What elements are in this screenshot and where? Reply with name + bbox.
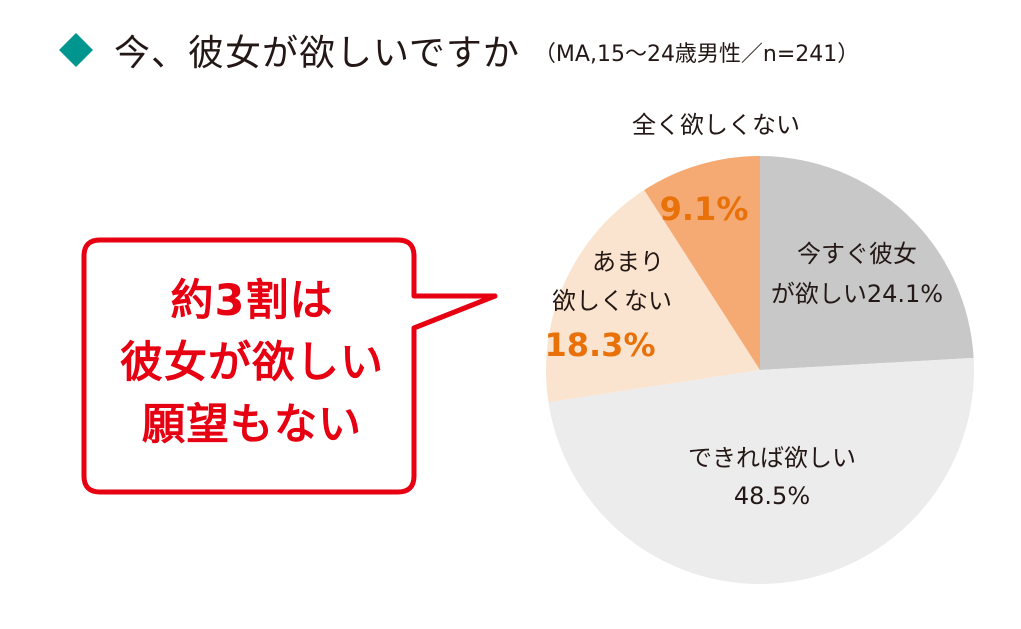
slice-value-label: 48.5% xyxy=(734,482,810,510)
slice-label-text: が欲しい24.1% xyxy=(771,280,943,308)
pie-slice xyxy=(548,357,975,584)
slice-label-text: あまり xyxy=(592,248,664,276)
slice-label-text: 欲しくない xyxy=(552,287,672,315)
title-row: 今、彼女が欲しいですか （MA,15〜24歳男性／n=241） xyxy=(58,22,859,78)
slice-label-text: できれば欲しい xyxy=(688,444,856,472)
slice-label-text: 全く欲しくない xyxy=(632,111,800,139)
pie-slices xyxy=(546,156,975,584)
callout-bubble xyxy=(81,237,498,495)
pie-slice xyxy=(546,190,760,403)
callout-line-2: 彼女が欲しい xyxy=(120,338,384,388)
callout-line-3: 願望もない xyxy=(142,400,362,450)
chart-title: 今、彼女が欲しいですか xyxy=(114,33,520,74)
chart-subtitle: （MA,15〜24歳男性／n=241） xyxy=(533,42,860,67)
slice-value-label: 9.1% xyxy=(660,190,749,228)
slice-label-text: 今すぐ彼女 xyxy=(797,240,917,268)
pie-slice xyxy=(644,156,760,370)
slice-value-label: 18.3% xyxy=(544,326,655,364)
callout-line-1: 約3割は xyxy=(170,276,334,326)
callout-text: 約3割は 彼女が欲しい 願望もない xyxy=(82,270,422,456)
pie-slice xyxy=(760,156,974,370)
